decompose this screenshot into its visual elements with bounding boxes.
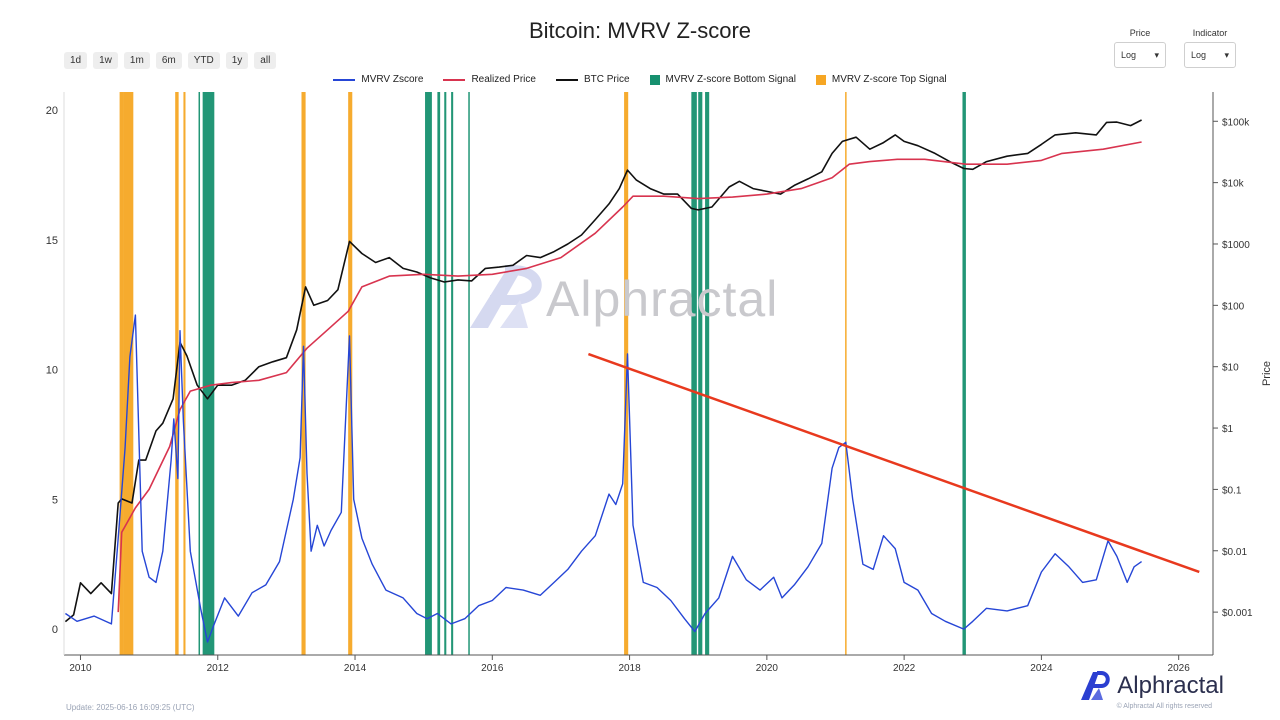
bottom-signal-band [698, 92, 703, 655]
legend-swatch [443, 78, 466, 81]
mvrv-zscore-series-line [65, 314, 1142, 643]
legend-item-btc-price[interactable]: BTC Price [555, 74, 630, 85]
top-signal-band [845, 92, 847, 655]
y-left-tick-label: 15 [46, 235, 58, 247]
bottom-signal-band [198, 92, 201, 655]
y-left-tick-label: 0 [52, 624, 58, 636]
top-signal-band [119, 92, 124, 655]
x-tick-label: 2014 [344, 663, 367, 674]
bottom-signal-band [437, 92, 441, 655]
brand-logo: Alphractal [1079, 670, 1224, 702]
x-tick-label: 2026 [1168, 663, 1191, 674]
y-left-tick-label: 20 [46, 105, 58, 117]
legend-label: MVRV Z-score Bottom Signal [665, 74, 796, 85]
legend-swatch [555, 78, 578, 81]
y-right-tick-label: $100k [1222, 117, 1250, 128]
price-selector-label: Price [1129, 28, 1151, 38]
legend-item-top-signal[interactable]: MVRV Z-score Top Signal [815, 74, 947, 85]
range-button-1w[interactable]: 1w [93, 52, 118, 69]
alphractal-logo-icon [1081, 671, 1110, 700]
legend-item-bottom-signal[interactable]: MVRV Z-score Bottom Signal [649, 74, 796, 85]
y-right-tick-label: $10 [1222, 363, 1239, 374]
legend-item-realized-price[interactable]: Realized Price [443, 74, 536, 85]
x-tick-label: 2024 [1030, 663, 1053, 674]
range-button-1y[interactable]: 1y [225, 52, 249, 69]
range-button-1m[interactable]: 1m [123, 52, 150, 69]
legend-label: Realized Price [471, 74, 536, 85]
realized-price-series-line [117, 141, 1142, 613]
y-right-tick-label: $1000 [1222, 240, 1250, 251]
bottom-signal-band [202, 92, 215, 655]
bottom-signal-band [962, 92, 966, 655]
x-tick-label: 2010 [69, 663, 92, 674]
indicator-scale-dropdown[interactable]: Log ▾ [1184, 42, 1236, 68]
y-right-axis-title: Price [1261, 361, 1273, 386]
legend-swatch [333, 78, 356, 81]
bottom-signal-band [691, 92, 697, 655]
top-signal-band [183, 92, 186, 655]
bottom-signal-band [468, 92, 470, 655]
range-button-6m[interactable]: 6m [155, 52, 182, 69]
price-scale-selector: Price Log ▾ [1114, 28, 1166, 68]
top-signal-band [123, 92, 134, 655]
bottom-signal-band [705, 92, 710, 655]
y-left-tick-label: 10 [46, 365, 58, 377]
chart-title: Bitcoin: MVRV Z-score [528, 18, 752, 43]
range-button-group: 1d 1w 1m 6m YTD 1y all [64, 52, 277, 69]
update-timestamp: Update: 2025-06-16 16:09:25 (UTC) [66, 703, 195, 712]
y-right-tick-label: $0.1 [1222, 485, 1242, 496]
legend-swatch [649, 74, 660, 85]
x-tick-label: 2020 [756, 663, 779, 674]
indicator-selector-label: Indicator [1192, 28, 1228, 38]
legend-item-mvrv-zscore[interactable]: MVRV Zscore [333, 74, 423, 85]
legend-label: MVRV Z-score Top Signal [831, 74, 947, 85]
legend-label: BTC Price [583, 74, 630, 85]
brand-name: Alphractal [1117, 672, 1224, 699]
price-scale-dropdown[interactable]: Log ▾ [1114, 42, 1166, 68]
y-right-tick-label: $0.001 [1222, 608, 1253, 619]
watermark-logo-icon [470, 265, 542, 328]
chart-legend: MVRV Zscore Realized Price BTC Price MVR… [0, 74, 1280, 85]
x-tick-label: 2022 [893, 663, 916, 674]
indicator-scale-value: Log [1191, 50, 1207, 60]
watermark-text: Alphractal [546, 271, 779, 327]
x-tick-label: 2012 [207, 663, 230, 674]
legend-label: MVRV Zscore [361, 74, 424, 85]
y-right-tick-label: $0.01 [1222, 547, 1247, 558]
range-button-all[interactable]: all [254, 52, 277, 69]
y-left-tick-label: 5 [52, 494, 58, 506]
y-right-tick-label: $100 [1222, 301, 1245, 312]
chevron-down-icon: ▾ [1154, 49, 1159, 60]
trend-line [587, 352, 1200, 574]
y-right-tick-label: $1 [1222, 424, 1234, 435]
indicator-scale-selector: Indicator Log ▾ [1184, 28, 1236, 68]
chevron-down-icon: ▾ [1224, 49, 1229, 60]
y-right-tick-label: $10k [1222, 179, 1245, 190]
btc-price-series-line [64, 119, 1142, 623]
bottom-signal-band [425, 92, 432, 655]
range-button-ytd[interactable]: YTD [187, 52, 220, 69]
price-scale-value: Log [1121, 50, 1137, 60]
x-tick-label: 2016 [481, 663, 504, 674]
legend-swatch [815, 74, 826, 85]
top-signal-band [301, 92, 306, 655]
bottom-signal-band [444, 92, 447, 655]
bottom-signal-band [451, 92, 454, 655]
range-button-1d[interactable]: 1d [64, 52, 88, 69]
x-tick-label: 2018 [618, 663, 641, 674]
copyright-text: © Alphractal All rights reserved [1116, 703, 1212, 710]
